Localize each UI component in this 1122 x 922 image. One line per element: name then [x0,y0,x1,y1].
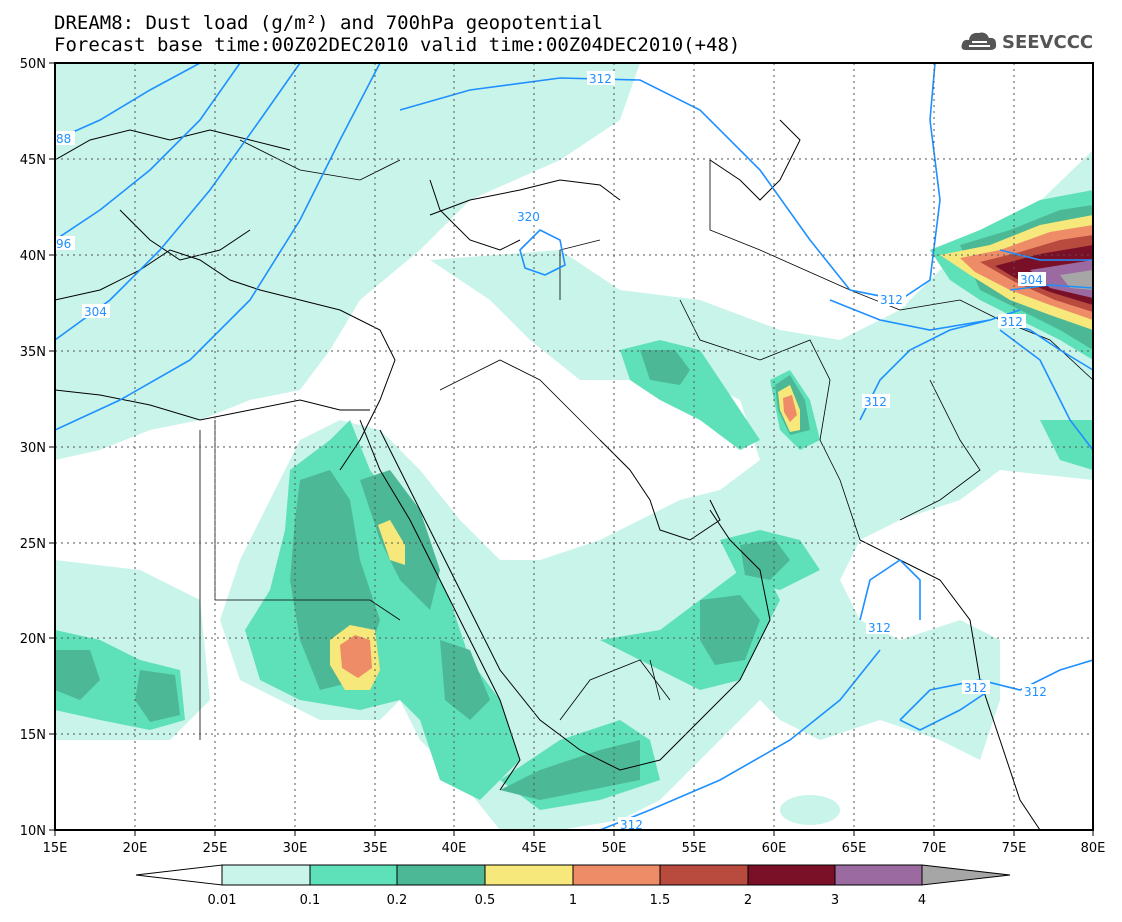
lon-label: 45E [522,841,547,856]
lat-label: 30N [20,441,46,456]
colorbar-low-triangle [135,864,223,886]
lat-label: 50N [20,57,46,72]
lat-label: 10N [20,824,46,839]
colorbar-box [396,864,486,886]
colorbar-box [659,864,749,886]
lat-label: 25N [20,537,46,552]
cloud-logo-icon: SEEVCCC [961,32,1093,53]
colorbar-label: 1 [569,893,577,908]
colorbar-box [309,864,398,886]
contour-label: 312 [1024,685,1047,699]
colorbar-label: 3 [831,893,839,908]
colorbar-label: 4 [918,893,926,908]
logo-text: SEEVCCC [1002,32,1093,53]
colorbar-box [221,864,311,886]
lon-label: 20E [123,841,148,856]
coastlines [55,119,1041,830]
map-area [55,63,1093,830]
colorbar-box [747,864,836,886]
contour-label: 312 [880,293,903,307]
contour-label: 320 [517,210,540,224]
colorbar-label: 0.2 [387,893,408,908]
seevccc-logo: SEEVCCC [960,26,1100,60]
lat-label: 40N [20,249,46,264]
gridlines [55,63,1093,830]
contour-label: 312 [868,621,891,635]
lon-label: 50E [602,841,627,856]
lon-label: 35E [363,841,388,856]
lon-label: 65E [842,841,867,856]
lat-label: 35N [20,345,46,360]
contour-label: 312 [864,395,887,409]
colorbar-boxes [221,864,923,886]
lon-label: 80E [1081,841,1106,856]
lon-label: 40E [442,841,467,856]
lon-label: 60E [762,841,787,856]
lat-label: 45N [20,153,46,168]
contour-labels: 312 320 304 96 88 304 312 312 312 312 31… [55,71,1050,832]
contour-label: 312 [589,72,612,86]
colorbar-label: 2 [744,893,752,908]
lon-labels: 15E 20E 25E 30E 35E 40E 45E 50E 55E 60E … [43,841,1106,856]
lat-label: 15N [20,728,46,743]
colorbar-label: 0.1 [300,893,321,908]
lon-label: 75E [1002,841,1027,856]
lon-label: 25E [203,841,228,856]
contour-label: 304 [84,305,107,319]
colorbar-box [834,864,923,886]
map-subtitle: Forecast base time:00Z02DEC2010 valid ti… [54,34,741,56]
colorbar-box [484,864,574,886]
lat-labels: 10N 15N 20N 25N 30N 35N 40N 45N 50N [20,57,46,839]
colorbar-label: 1.5 [650,893,671,908]
lon-label: 70E [922,841,947,856]
contour-label: 312 [1000,315,1023,329]
contour-label: 312 [620,818,643,832]
contour-label: 96 [56,237,71,251]
map-title: DREAM8: Dust load (g/m²) and 700hPa geop… [54,12,604,34]
lon-label: 55E [682,841,707,856]
contour-label: 304 [1020,273,1043,287]
colorbar-label: 0.5 [475,893,496,908]
colorbar-high-triangle [921,864,1011,886]
tick-marks [49,62,1094,836]
lat-label: 20N [20,632,46,647]
contour-label: 312 [964,681,987,695]
lon-label: 15E [43,841,68,856]
colorbar-label: 0.01 [208,893,237,908]
colorbar: 0.01 0.1 0.2 0.5 1 1.5 2 3 4 [135,864,1011,908]
colorbar-box [572,864,661,886]
lon-label: 30E [283,841,308,856]
colorbar-labels: 0.01 0.1 0.2 0.5 1 1.5 2 3 4 [208,893,927,908]
contour-label: 88 [56,132,71,146]
